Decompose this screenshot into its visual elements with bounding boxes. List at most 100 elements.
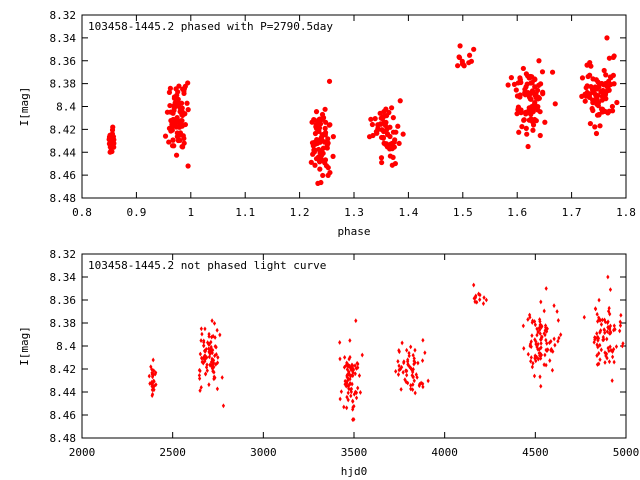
panel-unphased-data-point	[354, 395, 359, 401]
panel-unphased-data-point	[400, 340, 404, 346]
panel-phased-data-point	[539, 69, 546, 75]
panel-phased-data-point	[372, 116, 378, 122]
panel-phased-data-point	[181, 86, 188, 92]
panel-unphased-data-point	[597, 361, 601, 367]
panel-unphased-data-point	[596, 337, 600, 343]
panel-unphased-data-point	[421, 384, 425, 390]
panel-phased-data-point	[596, 112, 602, 118]
panel-unphased-data-point	[216, 355, 220, 360]
panel-unphased-data-point	[347, 386, 351, 391]
panel-unphased-data-point	[553, 342, 557, 348]
panel-unphased-data-point	[582, 314, 586, 320]
panel-unphased-x-tick-label: 2000	[69, 446, 96, 459]
panel-unphased-title: 103458-1445.2 not phased light curve	[88, 259, 326, 272]
panel-unphased-data-point	[342, 364, 347, 370]
panel-phased-x-tick-label: 0.9	[126, 206, 146, 219]
panel-unphased-data-point	[346, 378, 350, 383]
panel-unphased-data-point	[421, 337, 425, 343]
panel-unphased-data-point	[557, 335, 561, 341]
panel-unphased-data-point	[614, 344, 619, 350]
panel-unphased-data-point	[538, 322, 542, 328]
panel-unphased-data-point	[218, 332, 222, 338]
phased-light-curve-panel: 0.8 0.9 1 1.1 1.2 1.3 1.4 1.5 1.6 1.7 1.8 8.32 8.34 8…	[18, 9, 636, 238]
panel-unphased-data-point	[535, 344, 539, 350]
panel-unphased-data-point	[543, 332, 547, 338]
panel-unphased-data-point	[478, 292, 482, 298]
panel-unphased-data-point	[552, 303, 556, 309]
panel-phased-data-point	[380, 115, 386, 121]
panel-phased-x-tick-label: 1.8	[616, 206, 636, 219]
panel-phased-data-point	[518, 79, 524, 86]
panel-unphased-data-point	[344, 363, 348, 369]
panel-unphased-data-point	[209, 359, 214, 365]
panel-phased-data-point	[181, 135, 187, 142]
panel-unphased-data-point	[603, 360, 607, 365]
panel-unphased-data-point	[596, 318, 600, 324]
panel-unphased-data-point	[412, 378, 416, 384]
panel-unphased-data-point	[214, 352, 218, 357]
panel-unphased-data-point	[599, 322, 604, 327]
panel-phased-data-point	[523, 125, 529, 132]
panel-unphased-data-point	[411, 369, 415, 375]
panel-phased-y-tick-label: 8.32	[50, 9, 77, 22]
panel-unphased-data-point	[150, 374, 155, 380]
panel-unphased-data-point	[420, 358, 425, 364]
panel-unphased-data-point	[345, 380, 349, 386]
panel-unphased-data-point	[351, 406, 355, 412]
panel-phased-data-point	[317, 166, 323, 172]
panel-unphased-data-point	[538, 374, 542, 380]
panel-phased-data-point	[526, 94, 533, 100]
panel-unphased-data-point	[599, 347, 603, 353]
panel-unphased-data-point	[482, 295, 486, 301]
panel-phased-x-tick-label: 1.1	[235, 206, 255, 219]
panel-phased-data-point	[589, 87, 596, 93]
panel-unphased-data-point	[411, 387, 415, 393]
panel-unphased-data-point	[411, 352, 415, 358]
panel-unphased-y-tick-label: 8.4	[56, 340, 76, 353]
panel-phased-data-point	[608, 75, 614, 81]
panel-unphased-data-point	[344, 383, 348, 389]
panel-phased-data-point	[457, 43, 463, 49]
panel-phased-data-point	[319, 157, 325, 164]
panel-unphased-y-axis-label: I[mag]	[18, 326, 31, 366]
panel-phased-data-point	[369, 121, 375, 128]
panel-phased-data-point	[587, 120, 593, 127]
panel-unphased-data-point	[478, 297, 482, 303]
panel-unphased-y-tick-label: 8.32	[50, 248, 77, 261]
panel-phased-data-point	[522, 90, 528, 96]
panel-phased-data-point	[599, 109, 605, 115]
panel-phased-data-point	[599, 80, 605, 87]
panel-unphased-data-point	[606, 274, 610, 280]
panel-unphased-points	[147, 274, 625, 423]
panel-phased-data-point	[378, 155, 385, 161]
panel-unphased-data-point	[607, 348, 611, 354]
panel-unphased-data-point	[556, 338, 560, 344]
panel-phased-data-point	[184, 100, 190, 106]
panel-unphased-data-point	[526, 351, 530, 357]
panel-unphased-data-point	[349, 389, 353, 395]
panel-unphased-data-point	[203, 348, 207, 354]
panel-unphased-data-point	[343, 354, 347, 360]
panel-phased-y-tick-label: 8.46	[50, 169, 77, 182]
panel-phased-data-point	[315, 154, 322, 160]
panel-unphased-data-point	[426, 378, 430, 384]
panel-unphased-y-tick-label: 8.38	[50, 317, 77, 330]
panel-phased-data-point	[312, 130, 319, 137]
panel-phased-data-point	[579, 75, 586, 81]
panel-unphased-data-point	[206, 340, 210, 345]
panel-phased-data-point	[316, 146, 322, 153]
panel-phased-data-point	[179, 118, 185, 124]
panel-unphased-data-point	[472, 282, 476, 288]
panel-phased-data-point	[525, 143, 531, 150]
panel-phased-data-point	[594, 101, 600, 107]
panel-unphased-x-axis-label: hjd0	[341, 465, 368, 478]
panel-phased-data-point	[111, 137, 117, 143]
panel-phased-data-point	[508, 75, 514, 81]
panel-unphased-data-point	[203, 358, 207, 364]
panel-unphased-data-point	[603, 350, 607, 356]
panel-phased-data-point	[185, 163, 191, 169]
panel-phased-data-point	[536, 95, 542, 101]
panel-unphased-data-point	[605, 336, 609, 342]
panel-phased-data-point	[535, 107, 541, 113]
panel-unphased-data-point	[621, 341, 625, 346]
